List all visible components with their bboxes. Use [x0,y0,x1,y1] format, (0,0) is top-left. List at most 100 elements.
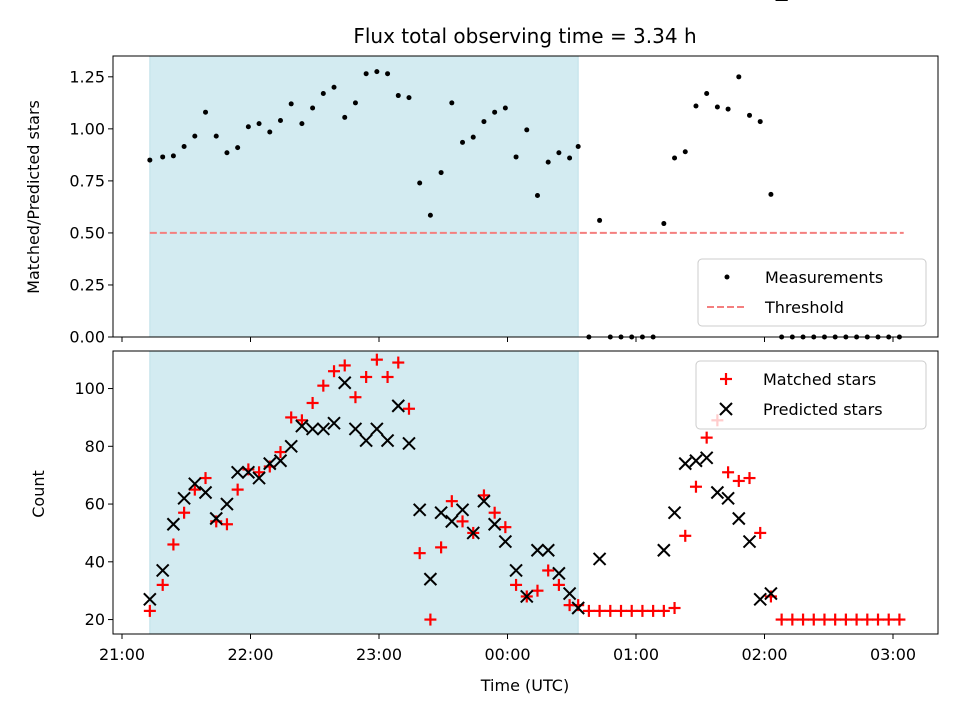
measurement-point [672,155,678,161]
measurement-point [203,109,209,115]
predicted-star-point [753,592,767,607]
measurement-point [725,106,731,112]
y-tick-label: 0.75 [69,171,105,190]
measurement-point [470,134,476,140]
y-tick-label: 40 [85,552,105,571]
predicted-star-point [327,416,341,430]
x-tick-label: 21:00 [99,645,145,664]
matched-star-point [456,515,469,528]
matched-star-point [370,353,383,366]
predicted-star-point [764,586,778,601]
measurement-point [714,104,720,110]
predicted-star-point [434,506,448,520]
measurement-point [352,100,358,106]
matched-star-point [732,474,745,487]
measurement-point [310,105,316,111]
matched-star-point [295,414,308,427]
predicted-star-point [552,566,566,581]
matched-star-point [381,370,394,383]
predicted-star-point [571,601,585,615]
legend-threshold-label: Threshold [764,298,844,317]
measurement-point [534,192,540,198]
top-y-axis-ticks: 0.00 0.25 0.50 0.75 1.00 1.25 [69,67,113,347]
predicted-star-point [284,439,298,454]
legend-measurements-label: Measurements [765,268,883,287]
matched-star-point [199,472,212,485]
bottom-plot-frame [112,350,939,635]
top-legend-box [697,258,927,327]
x-tick-label: 01:00 [613,645,659,664]
x-tick-label: 02:00 [741,645,787,664]
matched-star-point [797,613,810,626]
measurement-point [277,118,283,124]
predicted-star-point [380,433,395,448]
predicted-star-point [699,451,714,465]
measurement-point [438,170,444,176]
matched-star-point [786,613,799,626]
y-tick-label: 0.25 [69,275,105,294]
measurement-point [245,124,251,130]
measurement-point [160,154,166,160]
chart-title: Flux total observing time = 3.34 h [353,24,696,48]
matched-star-point [542,564,555,577]
measurement-point [288,101,294,107]
measurement-point [449,100,455,106]
predicted-star-point [509,563,523,578]
measurement-point [556,150,562,156]
measurement-point [331,84,337,90]
predicted-star-point [273,454,288,468]
predicted-star-point [466,526,480,540]
measurement-point [170,153,176,159]
matched-star-point [477,489,490,502]
measurement-point [768,191,774,197]
measurement-point [693,103,699,109]
bottom-legend: Matched stars Predicted stars [695,360,927,430]
matched-star-point [220,518,233,531]
bottom-x-axis-ticks: 21:00 22:00 23:00 00:00 01:00 02:00 03:00 [99,634,916,664]
legend-measurements-marker [724,274,730,280]
measurement-point [385,71,391,77]
matched-star-point [636,604,649,617]
matched-star-point [743,472,756,485]
y-tick-label: 0.50 [69,223,105,242]
predicted-star-point [198,485,213,500]
predicted-star-point [166,517,181,531]
measurement-point [299,121,305,127]
predicted-star-point [230,465,245,479]
predicted-star-point [477,494,491,508]
predicted-star-point [143,592,157,607]
matched-star-point [488,506,501,519]
predicted-star-point [305,422,320,436]
predicted-star-point [412,503,427,517]
predicted-star-point [721,491,735,505]
predicted-star-point [241,465,256,479]
x-tick-label: 00:00 [484,645,530,664]
measurement-point [181,144,187,150]
matched-star-point [328,365,341,378]
matched-star-point [647,604,660,617]
matched-star-point [615,604,628,617]
matched-star-point [531,584,544,597]
legend-matched-marker [720,373,732,385]
matched-star-point [306,396,319,409]
matched-star-point [829,613,842,626]
measurement-point [395,93,401,99]
matched-star-point [807,613,820,626]
measurement-point [406,95,412,101]
matched-star-point [552,578,565,591]
measurement-point [757,119,763,125]
matched-star-point [499,521,512,534]
predicted-star-point [487,517,502,531]
measurement-point [460,139,466,145]
measurement-point [320,90,326,96]
bottom-y-axis-ticks: 20 40 60 80 100 [74,379,113,629]
measurement-point [417,180,423,186]
measurement-point [567,155,573,161]
matched-star-point [338,359,351,372]
y-tick-label: 60 [85,495,105,514]
predicted-star-point [252,471,266,485]
measurement-point [342,114,348,120]
measurement-point [524,127,530,133]
top-panel: 0.00 0.25 0.50 0.75 1.00 1.25 Matched/Predict… [24,55,939,347]
